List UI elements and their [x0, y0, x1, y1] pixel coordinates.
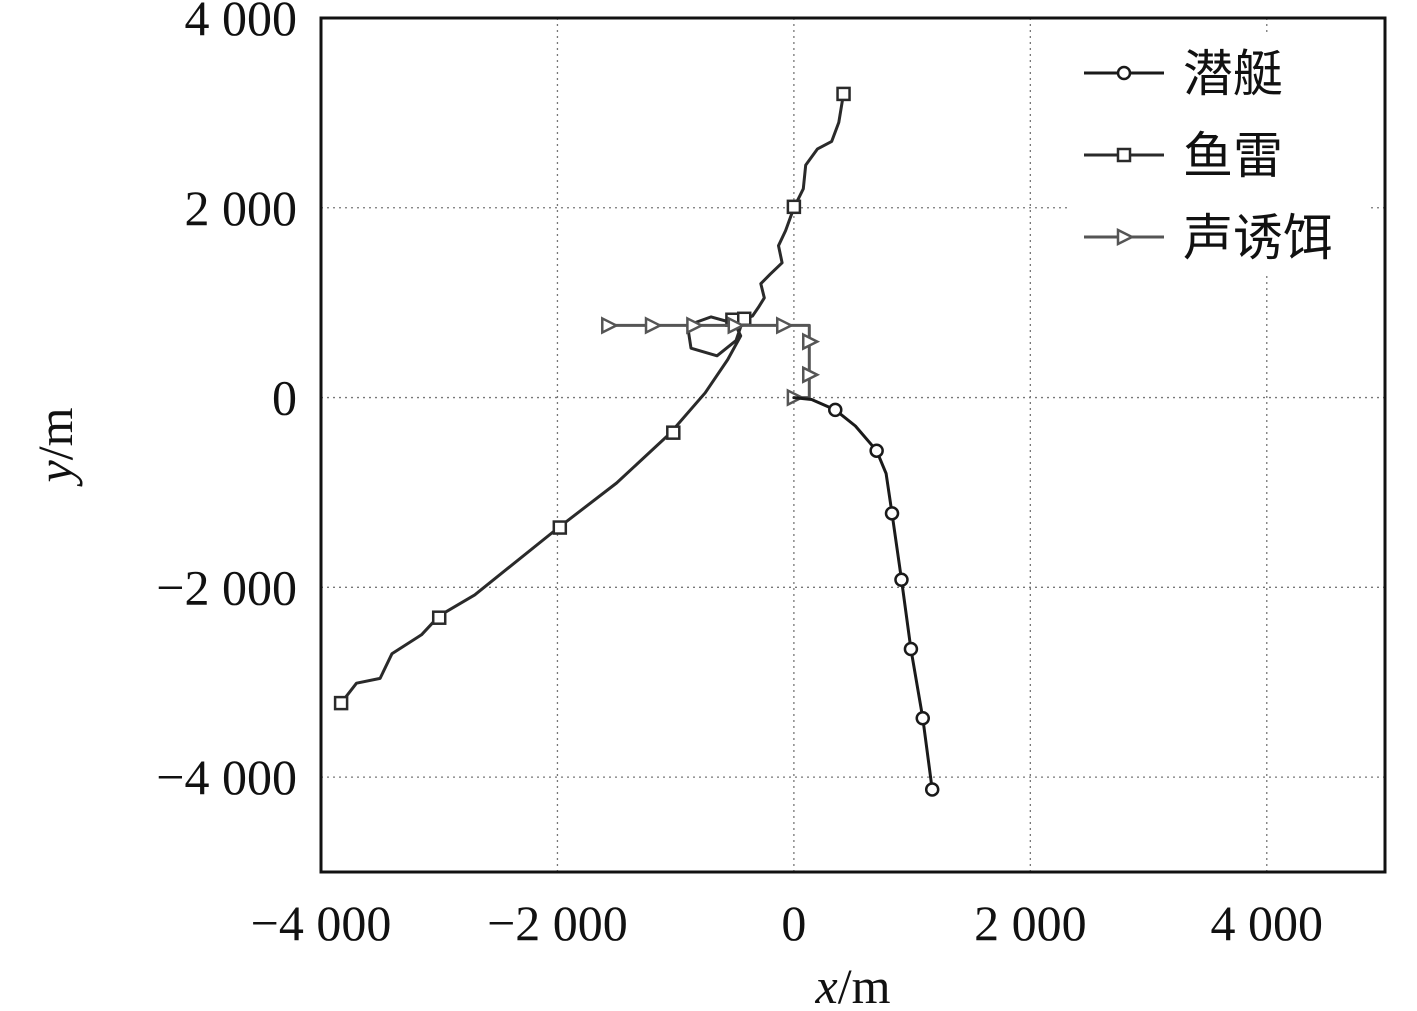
y-axis-title: y/m — [27, 407, 83, 487]
data-point-submarine — [894, 572, 909, 587]
x-tick-label: 2 000 — [974, 895, 1087, 951]
data-point-acoustic-decoy — [686, 316, 705, 335]
data-point-submarine — [869, 443, 884, 458]
series-line-torpedo — [339, 92, 845, 705]
plot-frame — [319, 16, 1387, 874]
y-tick-label: 0 — [272, 370, 297, 426]
legend-marker-acoustic-decoy — [1116, 227, 1135, 247]
data-point-torpedo — [786, 199, 802, 215]
data-point-torpedo — [836, 86, 851, 102]
series-line-submarine — [792, 396, 934, 791]
legend-entry-torpedo: 鱼雷 — [1084, 127, 1283, 185]
data-point-acoustic-decoy — [802, 332, 821, 351]
data-point-acoustic-decoy — [601, 316, 620, 335]
data-point-submarine — [903, 641, 919, 657]
data-point-acoustic-decoy — [727, 316, 746, 335]
data-point-acoustic-decoy — [802, 365, 821, 384]
data-point-submarine — [915, 711, 931, 726]
data-point-submarine — [884, 506, 900, 521]
series-acoustic-decoy — [601, 316, 821, 407]
series-torpedo — [333, 86, 851, 711]
legend-label-submarine: 潜艇 — [1183, 45, 1283, 103]
legend-label-torpedo: 鱼雷 — [1183, 127, 1283, 185]
legend-marker-torpedo — [1116, 147, 1132, 163]
y-tick-label: 2 000 — [185, 180, 298, 236]
legend-entry-submarine: 潜艇 — [1084, 45, 1283, 103]
data-point-submarine — [924, 782, 940, 797]
x-tick-label: 4 000 — [1211, 895, 1324, 951]
data-point-submarine — [828, 402, 843, 418]
series-layer — [333, 86, 940, 797]
x-tick-label: −4 000 — [251, 895, 392, 951]
y-tick-label: −4 000 — [156, 749, 297, 805]
data-point-torpedo — [666, 425, 681, 440]
grid-lines — [321, 18, 1385, 872]
legend-marker-shape — [1116, 65, 1132, 81]
legend-label-acoustic-decoy: 声诱饵 — [1183, 209, 1333, 267]
x-tick-label: −2 000 — [487, 895, 628, 951]
data-point-torpedo — [552, 520, 568, 535]
series-submarine — [792, 396, 940, 797]
y-tick-label: −2 000 — [156, 559, 297, 615]
legend-marker-shape — [1116, 227, 1135, 247]
legend: 潜艇 鱼雷 声诱饵 — [1070, 36, 1370, 276]
x-axis-title: x/m — [815, 958, 891, 1011]
data-point-torpedo — [333, 695, 349, 711]
legend-marker-shape — [1116, 147, 1132, 163]
data-point-acoustic-decoy — [775, 316, 795, 335]
data-point-torpedo — [431, 610, 447, 625]
x-tick-label: 0 — [781, 895, 806, 951]
legend-marker-submarine — [1116, 65, 1132, 81]
legend-entry-acoustic-decoy: 声诱饵 — [1084, 209, 1333, 267]
y-tick-label: 4 000 — [185, 0, 298, 46]
data-point-acoustic-decoy — [644, 316, 663, 335]
tick-labels: −4 000 −2 000 0 2 000 4 000 −4 000 −2 000 0 2 00… — [156, 0, 1323, 951]
